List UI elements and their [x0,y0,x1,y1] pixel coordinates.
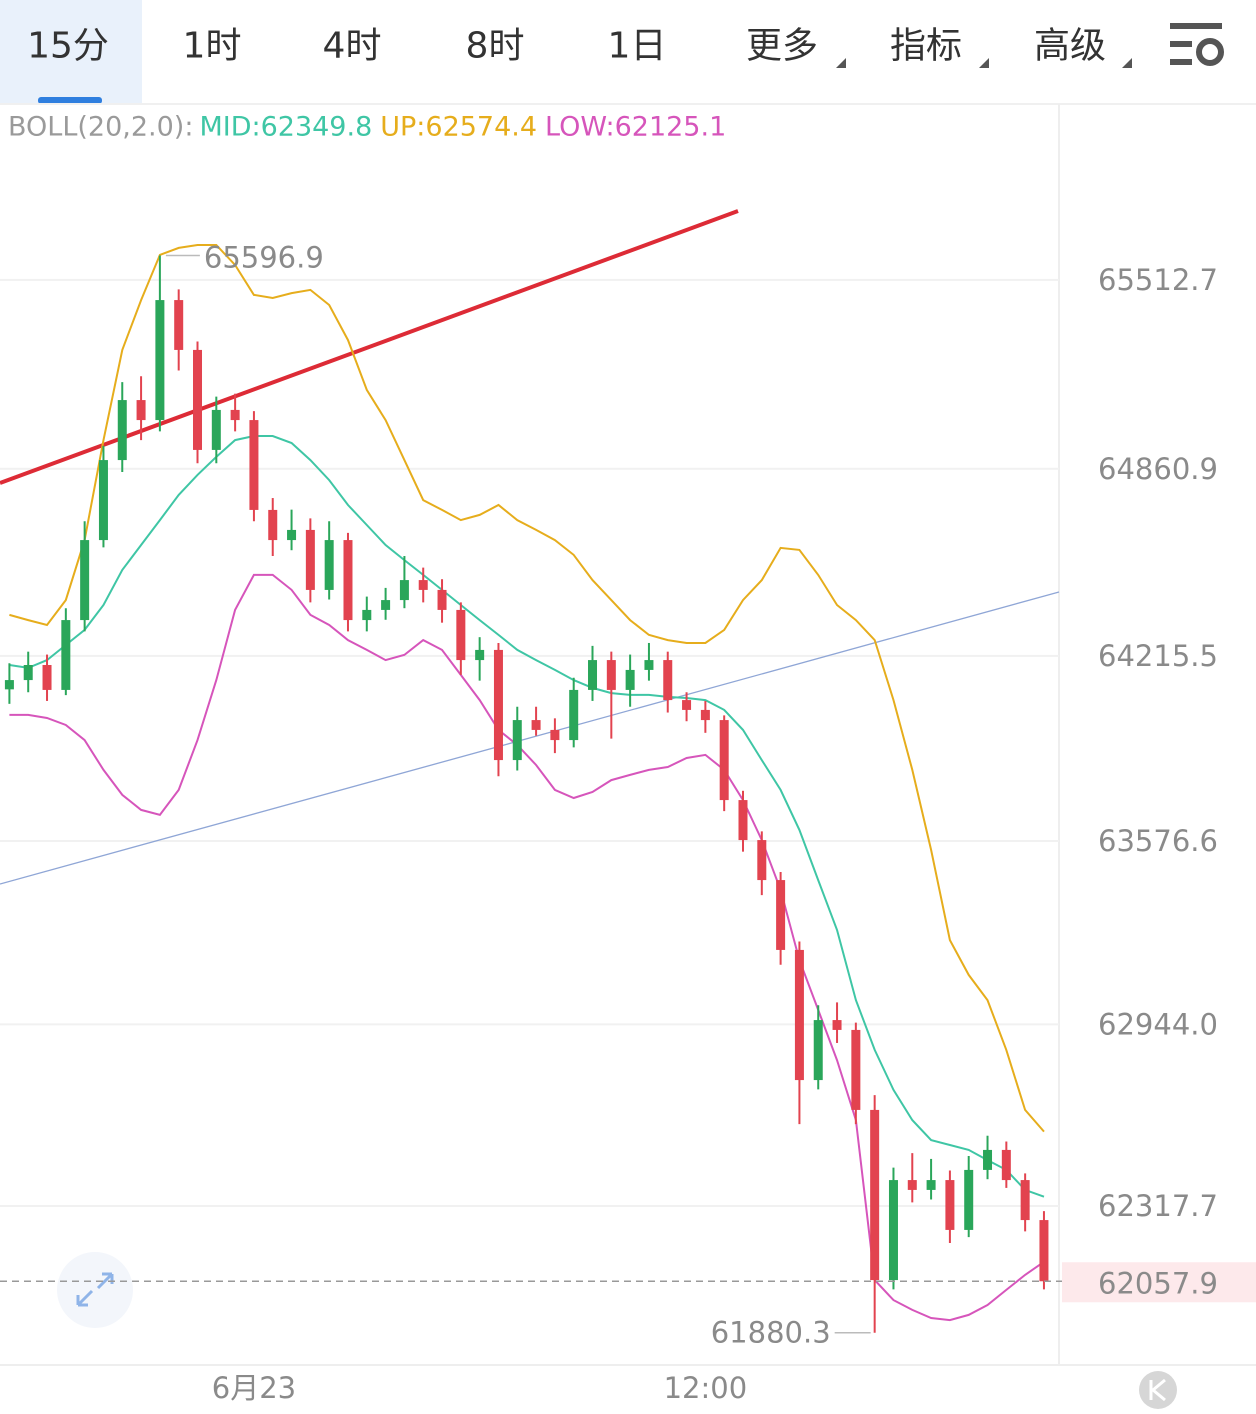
candle-body [606,660,616,690]
candle-body [80,540,90,621]
tab[interactable]: 高级 [1034,26,1106,67]
active-tab-indicator [38,97,102,104]
candle-body [1039,1220,1049,1282]
candle-body [418,580,428,590]
candle-body [907,1180,917,1190]
legend-value: 62574.4 [425,112,537,143]
candle-body [23,665,33,681]
candle-body [268,509,278,541]
candle-body [757,840,767,881]
settings-icon[interactable] [1170,23,1224,66]
expand-button[interactable] [57,1252,133,1328]
candle-body [964,1169,974,1230]
candle-body [926,1180,936,1190]
candle-body [1020,1180,1030,1221]
current-price-bg [1062,1262,1256,1303]
candle-body [1001,1149,1011,1181]
candle-body [249,420,259,510]
candle-body [155,300,165,421]
trend-line-blue [0,591,1060,885]
candle-body [4,680,14,690]
candle-body [305,529,315,590]
y-tick-label: 63576.6 [1098,824,1218,858]
candle-body [136,400,146,421]
tab[interactable]: 1时 [183,26,242,67]
current-price-label: 62057.9 [1098,1266,1218,1300]
candle-body [230,409,240,421]
candle-body [324,540,334,590]
candle-body [493,649,503,761]
low-label: 61880.3 [711,1316,831,1350]
tab[interactable]: 4时 [323,26,382,67]
candle-body [663,660,673,701]
y-tick-label: 62944.0 [1098,1007,1218,1041]
candle-body [794,949,804,1081]
candle-body [813,1020,823,1081]
candle-body [381,600,391,610]
candle-body [475,649,485,661]
high-label: 65596.9 [204,240,324,274]
k-button[interactable] [1139,1371,1177,1409]
candle-body [983,1149,993,1170]
y-tick-label: 64215.5 [1098,639,1218,673]
indicator-title: BOLL(20,2.0): [8,112,193,143]
candle-body [287,529,297,541]
boll-line [9,244,1045,1133]
candle-body [211,409,221,450]
candle-body [644,660,654,670]
candle-body [945,1180,955,1230]
candle-body [738,800,748,841]
plot [0,209,1060,1333]
x-tick-label: 12:00 [664,1371,748,1405]
candle-body [512,720,522,761]
candle-body [193,349,203,450]
candle-body [832,1020,842,1030]
candle-body [888,1180,898,1281]
candle-body [588,660,598,690]
y-tick-label: 62317.7 [1098,1189,1218,1223]
candle-body [117,400,127,461]
tab[interactable]: 指标 [890,26,962,67]
candle-body [174,300,184,350]
legend-value: 62125.1 [615,112,727,143]
candle-body [42,665,52,690]
candle-body [362,609,372,621]
candle-body [625,669,635,690]
boll-line [9,435,1045,1198]
candle-body [61,620,71,690]
x-tick-label: 6月23 [212,1371,296,1405]
y-tick-label: 64860.9 [1098,452,1218,486]
tab[interactable]: 1日 [608,26,667,67]
candle-body [776,880,786,950]
dropdown-arrows [836,58,1132,68]
candle-body [719,720,729,801]
y-tick-label: 65512.7 [1098,263,1218,297]
candle-body [456,609,466,661]
candle-body [569,689,579,741]
candle-body [870,1109,880,1281]
tab[interactable]: 8时 [466,26,525,67]
candle-body [343,540,353,621]
candle-body [700,709,710,721]
active-tab-bg [0,0,142,104]
candle-body [399,580,409,601]
candle-body [531,720,541,730]
candle-body [682,700,692,710]
candle-body [550,729,560,741]
legend-name: MID: [199,112,260,143]
legend-value: 62349.8 [261,112,373,143]
legend-name: LOW: [545,112,615,143]
tab[interactable]: 更多 [746,26,818,67]
candle-body [98,460,108,541]
tab[interactable]: 15分 [27,26,109,67]
candle-body [437,589,447,610]
candle-body [851,1029,861,1110]
tab-bar: 15分 1时 4时 8时 1日 更多 指标 高级 [0,0,1224,104]
legend-name: UP: [380,112,425,143]
